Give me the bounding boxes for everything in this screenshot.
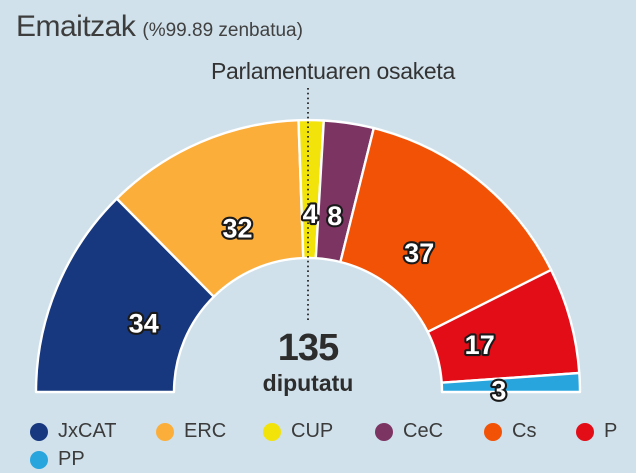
wedge-cs (339, 126, 553, 334)
chart-center-text: 135 diputatu (208, 329, 408, 397)
wedge-label-pp: 3 (491, 375, 506, 405)
legend-color-dot-cup (263, 422, 281, 441)
wedge-pp (440, 371, 582, 394)
legend-color-dot-cec (375, 422, 393, 441)
legend-item-jxcat: JxCAT (30, 420, 117, 443)
legend-label-jxcat: JxCAT (58, 420, 117, 442)
legend-item-cs: Cs (484, 420, 536, 443)
page-title-row: Emaitzak (%99.89 zenbatua) (16, 10, 303, 44)
page-title-note: (%99.89 zenbatua) (142, 20, 303, 41)
legend-item-cup: CUP (263, 420, 333, 443)
legend-label-cs: Cs (512, 420, 537, 442)
legend-label-p: P (604, 420, 618, 442)
legend-color-dot-jxcat (30, 422, 48, 441)
total-seats-value: 135 (277, 327, 339, 369)
legend-label-pp: PP (58, 448, 85, 470)
wedge-label-p: 17 (465, 330, 495, 360)
wedge-label-cs: 37 (404, 238, 434, 268)
page-title: Emaitzak (16, 10, 136, 43)
legend-label-erc: ERC (184, 420, 227, 442)
wedge-label-erc: 32 (222, 214, 252, 244)
wedge-label-cec: 8 (327, 201, 342, 231)
legend-label-cup: CUP (291, 420, 334, 442)
chart-title: Parlamentuaren osaketa (211, 58, 455, 84)
legend-item-erc: ERC (156, 420, 226, 443)
legend-label-cec: CeC (403, 420, 444, 442)
legend-color-dot-p (576, 422, 594, 441)
wedge-label-cup: 4 (303, 199, 318, 229)
wedge-jxcat (34, 197, 215, 394)
wedge-label-jxcat: 34 (129, 308, 159, 338)
legend-item-pp: PP (30, 448, 85, 471)
legend-color-dot-pp (30, 450, 48, 469)
legend-color-dot-erc (156, 422, 174, 441)
legend-item-cec: CeC (375, 420, 443, 443)
total-seats-label: diputatu (262, 370, 354, 396)
legend-color-dot-cs (484, 422, 502, 441)
legend-item-p: P (576, 420, 617, 443)
